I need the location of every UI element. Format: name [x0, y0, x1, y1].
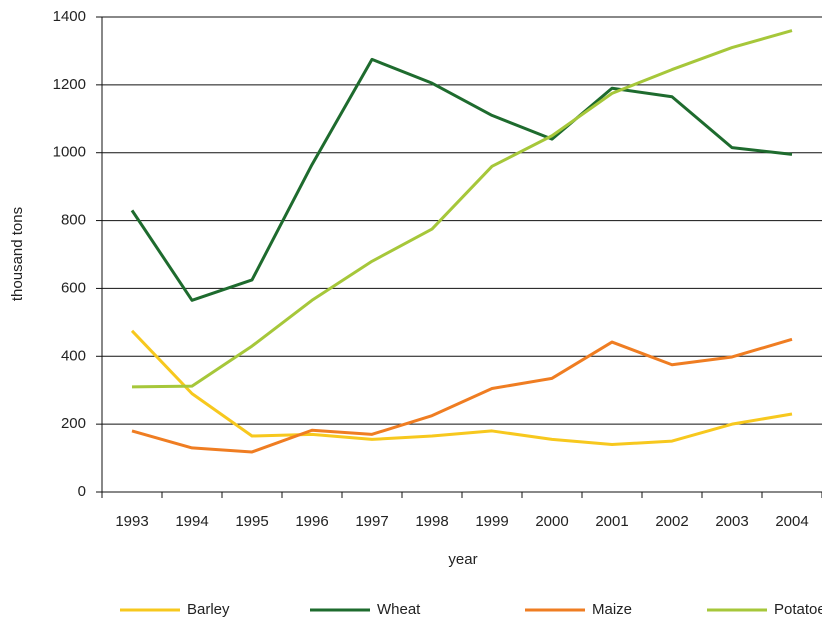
x-tick-label: 1999 — [475, 513, 508, 530]
legend-label: Potatoes — [774, 601, 822, 618]
x-tick-label: 1998 — [415, 513, 448, 530]
x-tick-label: 2001 — [595, 513, 628, 530]
x-tick-label: 1995 — [235, 513, 268, 530]
y-tick-label: 400 — [61, 347, 86, 364]
y-tick-label: 800 — [61, 212, 86, 229]
x-tick-label: 1997 — [355, 513, 388, 530]
y-tick-label: 1000 — [53, 144, 86, 161]
x-tick-label: 2000 — [535, 513, 568, 530]
y-tick-label: 1400 — [53, 8, 86, 25]
legend-label: Maize — [592, 601, 632, 618]
line-series — [130, 329, 793, 446]
y-tick-label: 0 — [78, 483, 86, 500]
y-tick-label: 200 — [61, 415, 86, 432]
line-series — [130, 57, 793, 302]
x-tick-label: 1993 — [115, 513, 148, 530]
y-axis-label: thousand tons — [9, 207, 26, 301]
line-series — [131, 337, 793, 454]
y-tick-label: 600 — [61, 279, 86, 296]
line-series — [131, 29, 793, 389]
y-tick-label: 1200 — [53, 76, 86, 93]
legend-label: Wheat — [377, 601, 421, 618]
x-tick-label: 1996 — [295, 513, 328, 530]
x-tick-label: 2002 — [655, 513, 688, 530]
x-tick-label: 1994 — [175, 513, 208, 530]
x-tick-label: 2003 — [715, 513, 748, 530]
legend-label: Barley — [187, 601, 230, 618]
x-tick-label: 2004 — [775, 513, 808, 530]
x-axis-label: year — [448, 551, 477, 568]
